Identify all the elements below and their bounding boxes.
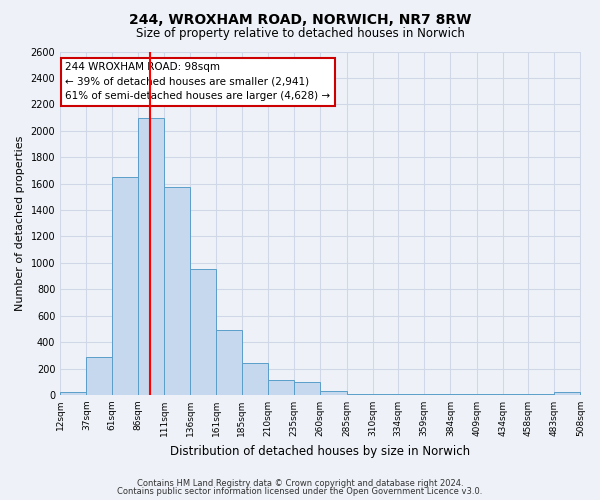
X-axis label: Distribution of detached houses by size in Norwich: Distribution of detached houses by size …	[170, 444, 470, 458]
Bar	[398, 394, 424, 395]
Bar	[528, 394, 554, 395]
Text: 244, WROXHAM ROAD, NORWICH, NR7 8RW: 244, WROXHAM ROAD, NORWICH, NR7 8RW	[129, 12, 471, 26]
Bar	[217, 330, 242, 395]
Text: Contains HM Land Registry data © Crown copyright and database right 2024.: Contains HM Land Registry data © Crown c…	[137, 478, 463, 488]
Bar	[294, 382, 320, 395]
Bar	[268, 380, 294, 395]
Text: Contains public sector information licensed under the Open Government Licence v3: Contains public sector information licen…	[118, 487, 482, 496]
Text: 244 WROXHAM ROAD: 98sqm
← 39% of detached houses are smaller (2,941)
61% of semi: 244 WROXHAM ROAD: 98sqm ← 39% of detache…	[65, 62, 331, 102]
Bar	[138, 118, 164, 395]
Bar	[347, 394, 373, 395]
Bar	[242, 362, 268, 395]
Text: Size of property relative to detached houses in Norwich: Size of property relative to detached ho…	[136, 28, 464, 40]
Bar	[112, 177, 138, 395]
Y-axis label: Number of detached properties: Number of detached properties	[15, 136, 25, 311]
Bar	[164, 187, 190, 395]
Bar	[503, 394, 528, 395]
Bar	[320, 391, 347, 395]
Bar	[373, 394, 398, 395]
Bar	[424, 394, 451, 395]
Bar	[554, 392, 580, 395]
Bar	[476, 394, 503, 395]
Bar	[60, 392, 86, 395]
Bar	[451, 394, 476, 395]
Bar	[86, 356, 112, 395]
Bar	[190, 270, 217, 395]
